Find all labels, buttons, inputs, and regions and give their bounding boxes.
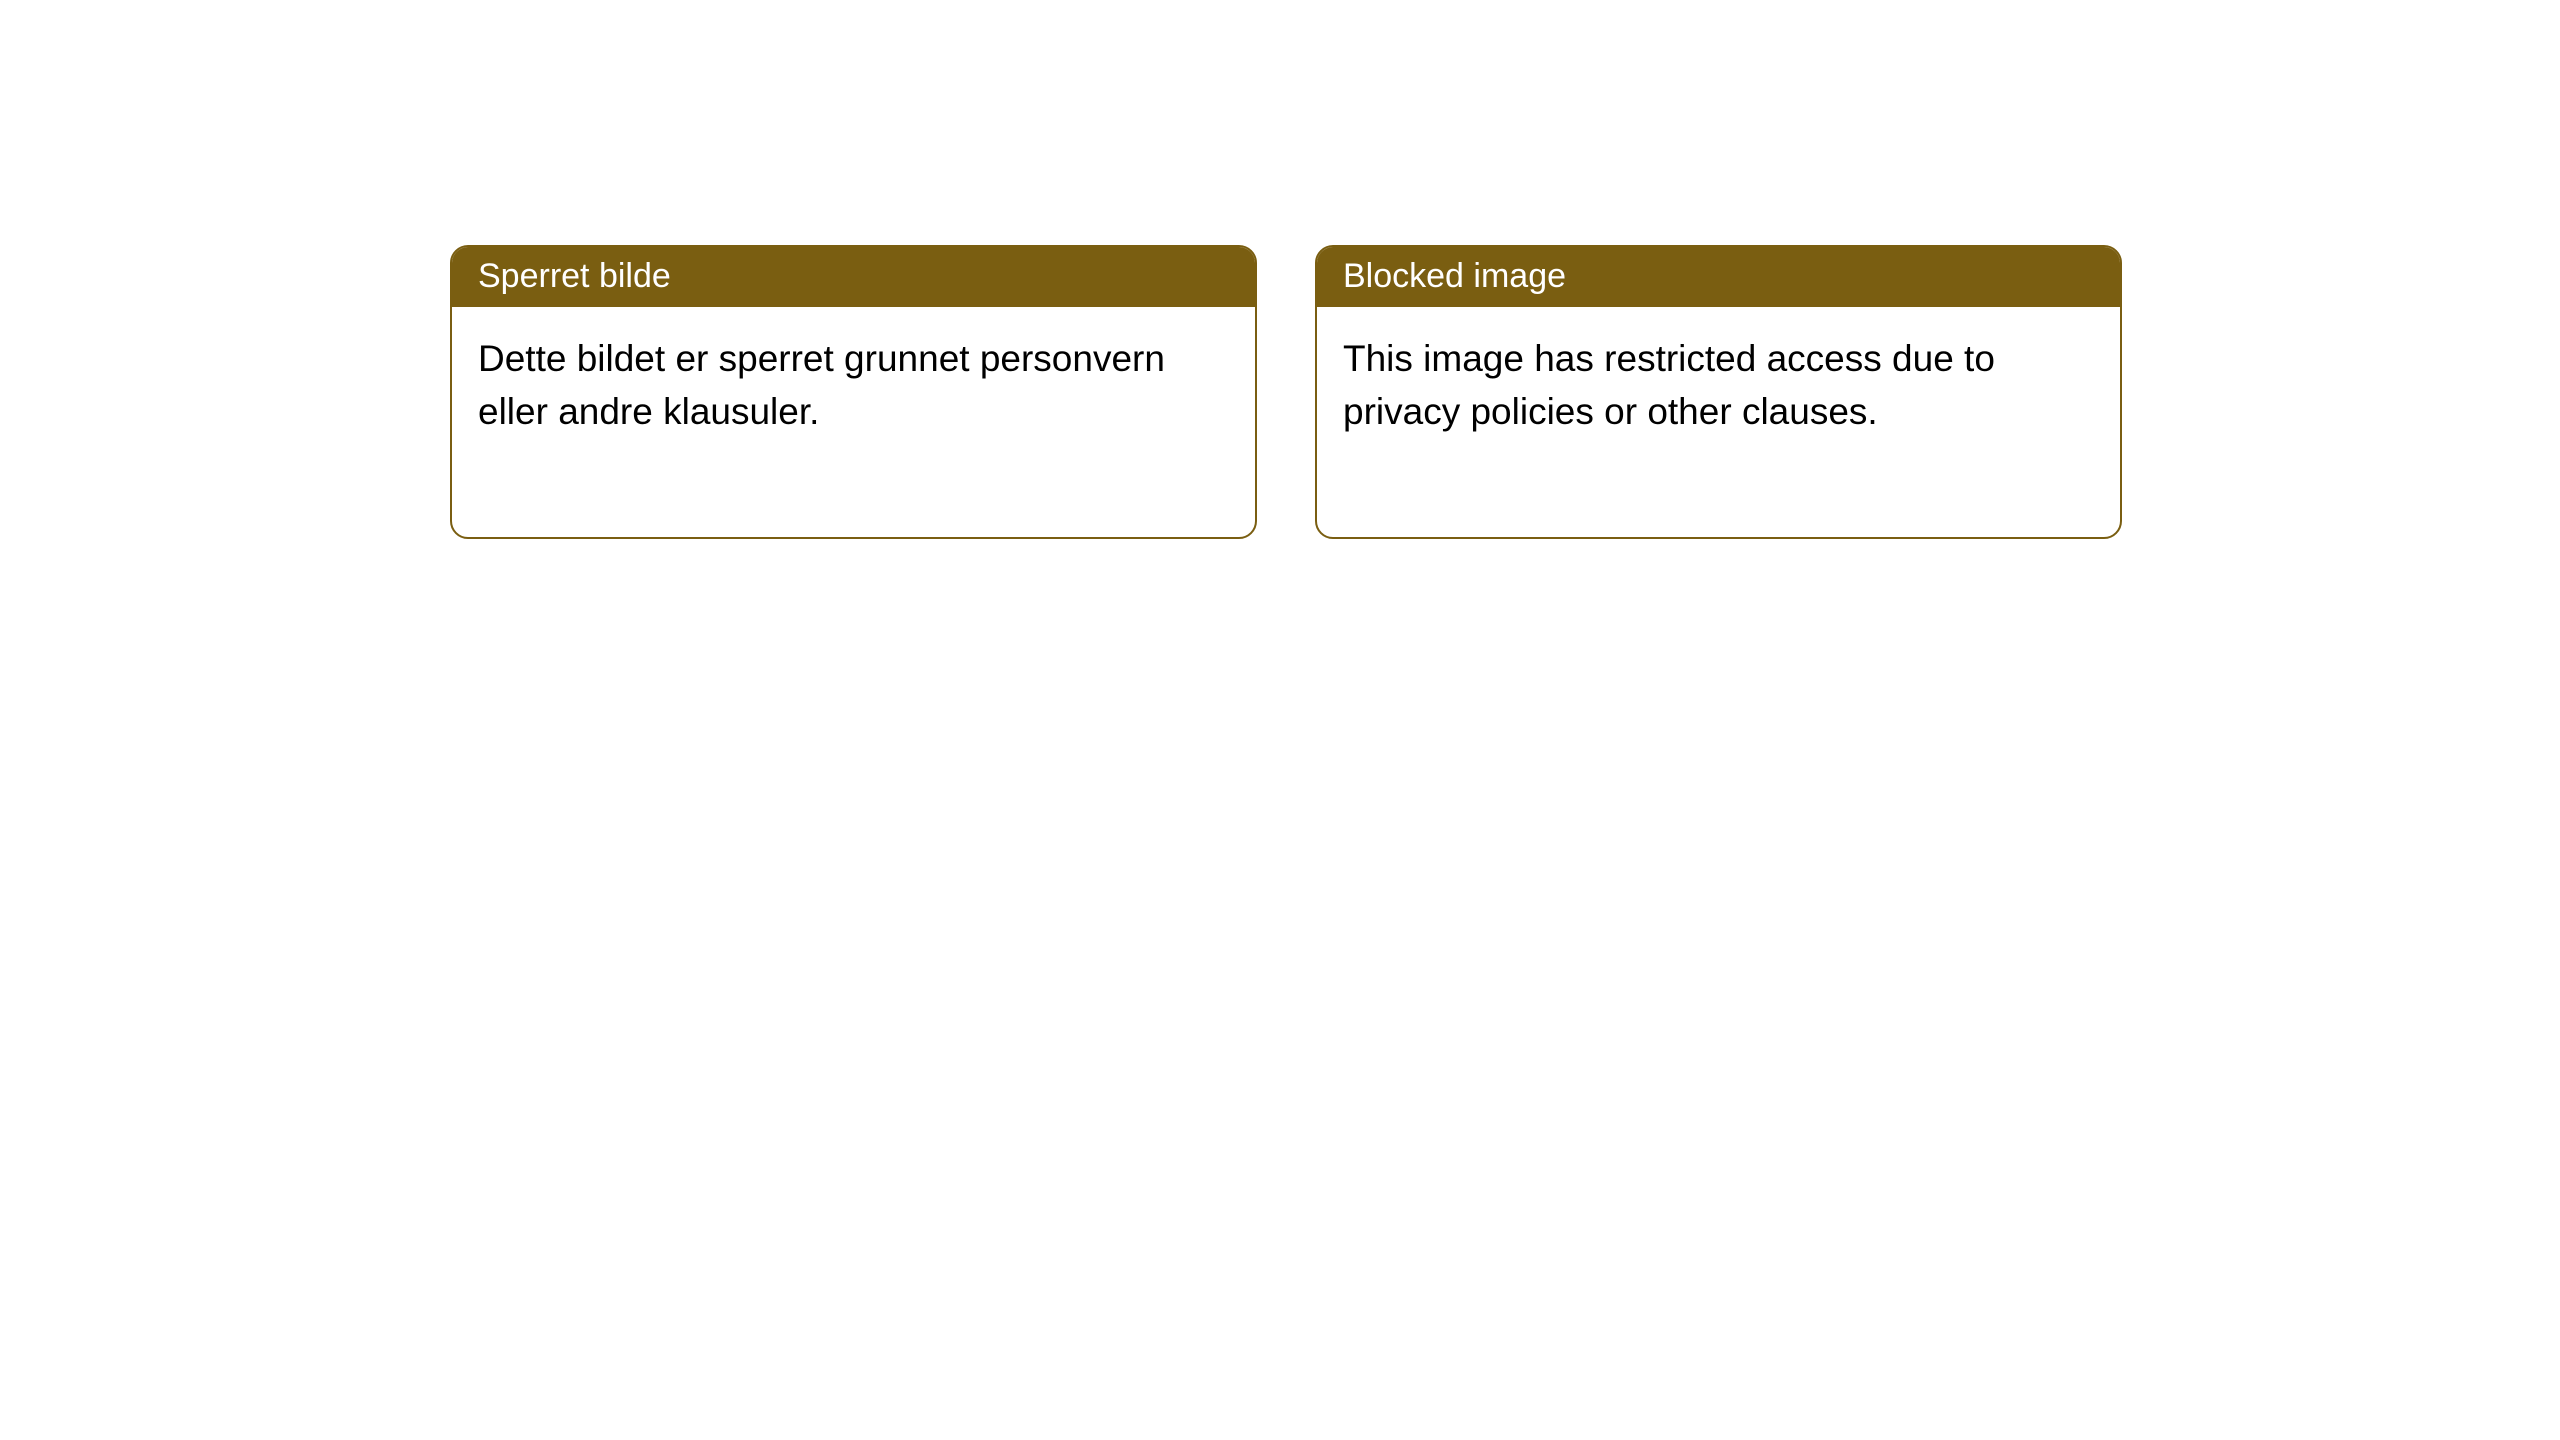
card-body-text: Dette bildet er sperret grunnet personve… <box>478 338 1165 432</box>
card-body: This image has restricted access due to … <box>1317 307 2120 537</box>
card-body-text: This image has restricted access due to … <box>1343 338 1995 432</box>
card-header: Sperret bilde <box>452 247 1255 307</box>
card-title: Sperret bilde <box>478 257 671 295</box>
notice-card-english: Blocked image This image has restricted … <box>1315 245 2122 539</box>
card-body: Dette bildet er sperret grunnet personve… <box>452 307 1255 537</box>
notice-card-norwegian: Sperret bilde Dette bildet er sperret gr… <box>450 245 1257 539</box>
notice-card-container: Sperret bilde Dette bildet er sperret gr… <box>450 245 2122 539</box>
card-header: Blocked image <box>1317 247 2120 307</box>
card-title: Blocked image <box>1343 257 1566 295</box>
